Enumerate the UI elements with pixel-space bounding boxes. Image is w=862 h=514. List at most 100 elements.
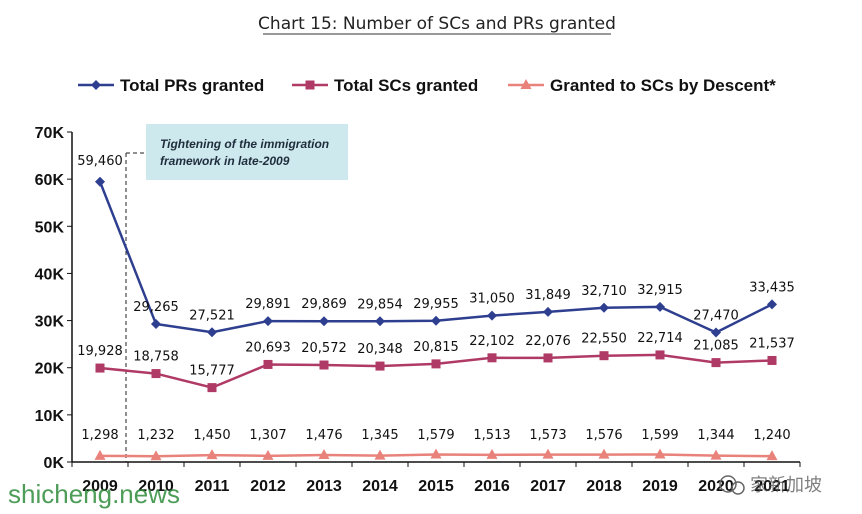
x-tick-label: 2021 xyxy=(754,478,790,495)
data-label: 29,891 xyxy=(245,297,291,312)
data-label: 27,470 xyxy=(693,308,739,323)
legend-marker xyxy=(305,80,315,90)
data-point xyxy=(150,450,162,461)
legend-marker xyxy=(91,80,101,90)
data-label: 29,955 xyxy=(413,297,459,312)
data-label: 22,102 xyxy=(469,334,515,349)
data-point xyxy=(207,383,217,393)
x-tick-label: 2014 xyxy=(362,478,398,495)
y-tick-label: 20K xyxy=(35,361,65,378)
legend-item-2: Total SCs granted xyxy=(292,76,478,95)
data-point xyxy=(431,315,441,326)
data-label: 15,777 xyxy=(189,364,235,379)
data-point xyxy=(375,361,385,371)
data-point xyxy=(767,299,777,310)
legend: Total PRs granted Total SCs granted Grante… xyxy=(78,76,776,95)
data-label: 29,265 xyxy=(133,300,179,315)
x-tick-label: 2009 xyxy=(82,478,118,495)
data-point xyxy=(263,316,273,327)
data-point xyxy=(95,363,105,373)
data-point xyxy=(263,359,273,369)
x-tick-label: 2016 xyxy=(474,478,510,495)
data-label: 1,450 xyxy=(193,428,230,443)
data-point xyxy=(599,302,609,313)
data-point xyxy=(543,306,553,317)
y-tick-label: 10K xyxy=(35,408,65,425)
data-label: 1,573 xyxy=(529,428,566,443)
legend-item-3: Granted to SCs by Descent* xyxy=(508,76,776,95)
data-point xyxy=(375,316,385,327)
data-point xyxy=(543,353,553,363)
data-point xyxy=(767,355,777,365)
data-point xyxy=(655,350,665,360)
data-point xyxy=(319,316,329,327)
data-label: 19,928 xyxy=(77,344,123,359)
annotation-box xyxy=(146,124,348,180)
data-point xyxy=(655,301,665,312)
annotation-text: framework in late-2009 xyxy=(160,154,290,168)
x-tick-label: 2012 xyxy=(250,478,286,495)
data-point xyxy=(206,449,218,460)
x-tick-label: 2015 xyxy=(418,478,454,495)
data-label: 20,815 xyxy=(413,340,459,355)
data-point xyxy=(711,358,721,368)
data-labels: 59,460 29,265 27,521 29,891 29,869 29,854 29,9… xyxy=(77,154,795,443)
data-point xyxy=(599,351,609,361)
data-point xyxy=(654,448,666,459)
data-label: 18,758 xyxy=(133,350,179,365)
watermark-wechat: 家新加坡 xyxy=(750,475,822,496)
series-layer xyxy=(94,176,778,461)
data-label: 1,345 xyxy=(361,428,398,443)
data-label: 22,714 xyxy=(637,331,683,346)
data-label: 21,085 xyxy=(693,339,739,354)
data-label: 20,572 xyxy=(301,341,347,356)
x-tick-label: 2019 xyxy=(642,478,678,495)
data-point xyxy=(487,353,497,363)
data-label: 20,693 xyxy=(245,340,291,355)
data-label: 1,240 xyxy=(753,428,790,443)
data-label: 32,710 xyxy=(581,284,627,299)
data-label: 1,476 xyxy=(305,428,342,443)
data-label: 1,579 xyxy=(417,428,454,443)
data-point xyxy=(431,359,441,369)
x-tick-label: 2013 xyxy=(306,478,342,495)
data-label: 1,344 xyxy=(697,428,734,443)
y-tick-label: 50K xyxy=(35,219,65,236)
data-point xyxy=(95,176,105,187)
watermark: shicheng.news 家新加坡 xyxy=(8,475,822,509)
x-tick-label: 2017 xyxy=(530,478,566,495)
data-point xyxy=(766,450,778,461)
data-point xyxy=(207,327,217,338)
x-tick-label: 2010 xyxy=(138,478,174,495)
legend-marker xyxy=(520,79,532,89)
data-point xyxy=(430,448,442,459)
y-tick-label: 60K xyxy=(35,172,65,189)
data-point xyxy=(486,448,498,459)
legend-label: Granted to SCs by Descent* xyxy=(550,76,776,95)
data-point xyxy=(487,310,497,321)
data-label: 1,599 xyxy=(641,428,678,443)
data-label: 1,232 xyxy=(137,428,174,443)
data-label: 22,076 xyxy=(525,334,571,349)
wechat-icon-secondary xyxy=(731,481,745,495)
data-point xyxy=(711,327,721,338)
data-point xyxy=(319,360,329,370)
y-tick-label: 0K xyxy=(44,455,65,472)
axes: 0K 10K 20K 30K 40K 50K 60K 70K 2009 2010 2011 2012 2… xyxy=(35,125,801,495)
wechat-watermark: 家新加坡 xyxy=(719,475,822,496)
data-point xyxy=(262,449,274,460)
x-tick-label: 2011 xyxy=(195,478,230,495)
data-label: 31,050 xyxy=(469,292,515,307)
series-1 xyxy=(95,176,777,338)
data-label: 27,521 xyxy=(189,308,235,323)
wechat-icon xyxy=(719,475,737,493)
y-tick-label: 40K xyxy=(35,266,65,283)
data-label: 32,915 xyxy=(637,283,683,298)
y-tick-label: 70K xyxy=(35,125,65,142)
data-point xyxy=(374,449,386,460)
legend-label: Total PRs granted xyxy=(120,76,264,95)
chart-title: Chart 15: Number of SCs and PRs granted xyxy=(258,14,616,34)
series-3 xyxy=(94,448,778,461)
data-point xyxy=(151,369,161,379)
